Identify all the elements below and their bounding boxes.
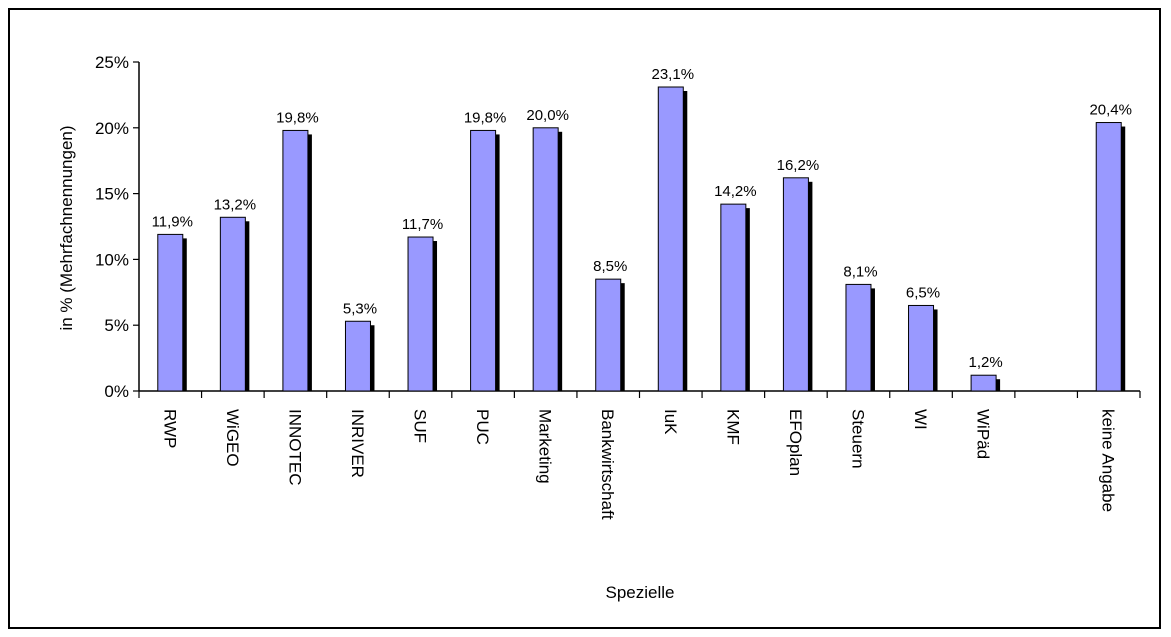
x-tick-label: WI <box>911 409 930 430</box>
chart-frame <box>8 8 1161 629</box>
data-label: 13,2% <box>214 196 257 213</box>
data-label: 5,3% <box>343 300 377 317</box>
data-label: 19,8% <box>276 109 319 126</box>
bar <box>970 374 997 392</box>
data-label: 19,8% <box>464 109 507 126</box>
y-axis-label: in % (Mehrfachnennungen) <box>57 125 76 330</box>
x-tick-label: EFOplan <box>786 409 805 476</box>
x-tick-label: PUC <box>473 409 492 445</box>
x-tick-labels: RWP WiGEO INNOTEC INRIVER SUF PUC Marketing Ban… <box>160 409 1117 520</box>
data-label: 1,2% <box>968 354 1002 371</box>
bar <box>407 236 434 392</box>
bar <box>720 203 747 392</box>
bar <box>532 127 559 392</box>
x-axis-label: Spezielle <box>606 583 675 602</box>
bar <box>845 283 872 392</box>
x-tick-label: KMF <box>723 409 742 445</box>
bar <box>219 216 246 392</box>
x-tick-label: Marketing <box>536 409 555 484</box>
bar <box>657 86 684 392</box>
data-label: 11,7% <box>402 216 443 233</box>
x-tick-label: RWP <box>160 409 179 448</box>
bar <box>908 304 935 392</box>
bar <box>344 320 371 392</box>
bar <box>282 129 309 392</box>
data-label: 6,5% <box>906 284 940 301</box>
x-tick-label: INRIVER <box>348 409 367 478</box>
y-tick-label: 0% <box>104 382 129 401</box>
y-tick-label: 20% <box>95 119 129 138</box>
data-label: 8,1% <box>843 263 877 280</box>
y-tick-label: 10% <box>95 250 129 269</box>
x-tick-label: SUF <box>411 409 430 443</box>
bar <box>470 129 497 392</box>
data-label: 14,2% <box>714 183 757 200</box>
x-tick-label: Steuern <box>848 409 867 469</box>
data-label: 8,5% <box>593 258 627 275</box>
data-label: 20,0% <box>526 107 569 124</box>
bar <box>595 278 622 392</box>
y-tick-label: 5% <box>104 316 129 335</box>
bars <box>157 86 1126 392</box>
y-tick-label: 15% <box>95 185 129 204</box>
x-tick-label: Bankwirtschaft <box>598 409 617 520</box>
data-labels: 11,9% 13,2% 19,8% 5,3% 11,7% 19,8% 20,0% 8,5% 23… <box>152 66 1132 371</box>
data-label: 23,1% <box>652 66 695 83</box>
x-tick-label: IuK <box>661 409 680 435</box>
x-tick-label: keine Angabe <box>1099 409 1118 512</box>
bar <box>1095 122 1122 392</box>
bar <box>157 233 184 392</box>
x-tick-label: WiGEO <box>223 409 242 467</box>
data-label: 11,9% <box>152 213 193 230</box>
x-tick-label: INNOTEC <box>285 409 304 486</box>
data-label: 20,4% <box>1089 102 1132 119</box>
data-label: 16,2% <box>777 157 820 174</box>
y-tick-label: 25% <box>95 53 129 72</box>
bar <box>782 177 809 392</box>
y-tick-labels: 0% 5% 10% 15% 20% 25% <box>95 53 129 401</box>
x-tick-label: WiPäd <box>974 409 993 459</box>
